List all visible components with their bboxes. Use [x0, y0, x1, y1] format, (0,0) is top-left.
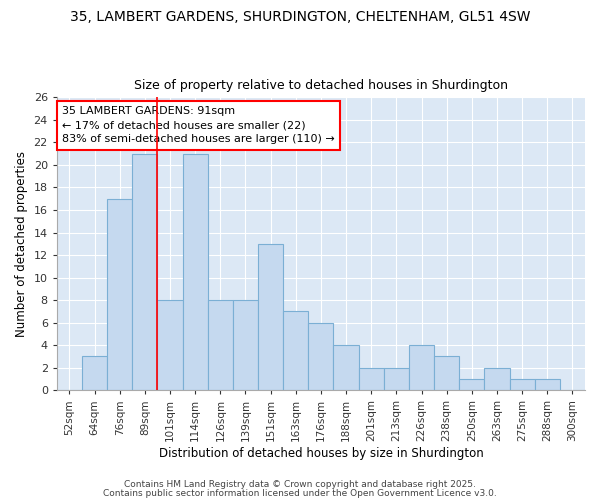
Bar	[459, 379, 484, 390]
Bar	[509, 379, 535, 390]
Text: 35 LAMBERT GARDENS: 91sqm
← 17% of detached houses are smaller (22)
83% of semi-: 35 LAMBERT GARDENS: 91sqm ← 17% of detac…	[62, 106, 335, 144]
Text: 35, LAMBERT GARDENS, SHURDINGTON, CHELTENHAM, GL51 4SW: 35, LAMBERT GARDENS, SHURDINGTON, CHELTE…	[70, 10, 530, 24]
Bar	[334, 345, 359, 391]
Bar	[535, 379, 560, 390]
Bar	[434, 356, 459, 390]
Text: Contains HM Land Registry data © Crown copyright and database right 2025.: Contains HM Land Registry data © Crown c…	[124, 480, 476, 489]
Bar	[409, 345, 434, 391]
Bar	[283, 312, 308, 390]
Bar	[359, 368, 384, 390]
Bar	[484, 368, 509, 390]
Bar	[384, 368, 409, 390]
Y-axis label: Number of detached properties: Number of detached properties	[15, 151, 28, 337]
Bar	[233, 300, 258, 390]
Bar	[258, 244, 283, 390]
Bar	[182, 154, 208, 390]
Title: Size of property relative to detached houses in Shurdington: Size of property relative to detached ho…	[134, 79, 508, 92]
Bar	[107, 198, 132, 390]
Bar	[157, 300, 182, 390]
Text: Contains public sector information licensed under the Open Government Licence v3: Contains public sector information licen…	[103, 490, 497, 498]
Bar	[208, 300, 233, 390]
X-axis label: Distribution of detached houses by size in Shurdington: Distribution of detached houses by size …	[158, 447, 483, 460]
Bar	[132, 154, 157, 390]
Bar	[308, 322, 334, 390]
Bar	[82, 356, 107, 390]
